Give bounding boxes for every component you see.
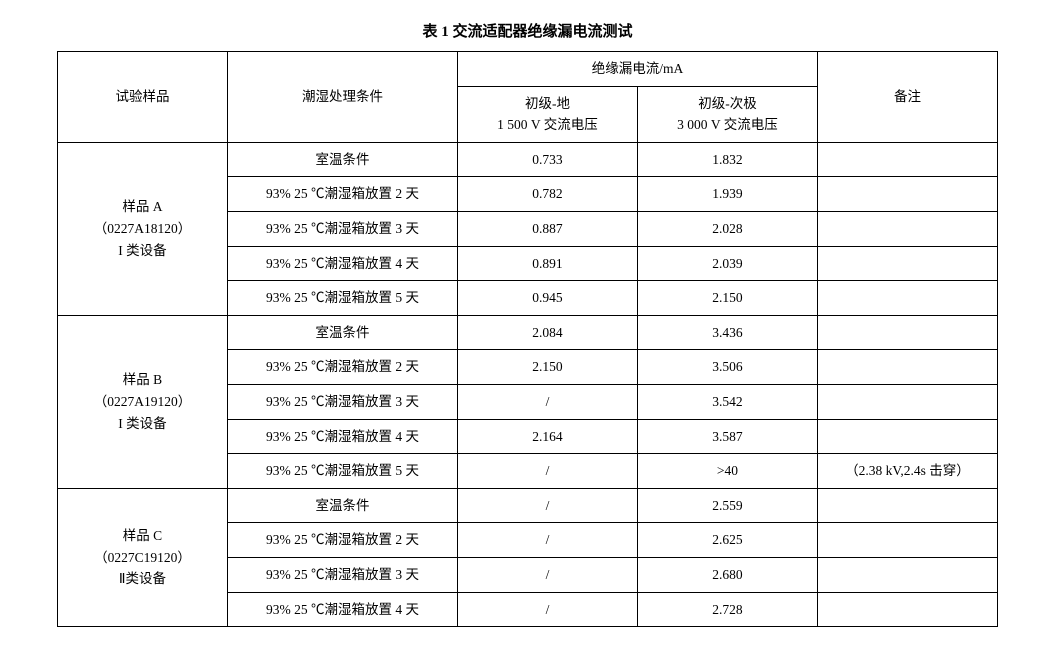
table-row: 样品 C （0227C19120） Ⅱ类设备 室温条件 / 2.559 [57, 488, 997, 523]
condition-cell: 93% 25 ℃潮湿箱放置 5 天 [227, 454, 457, 489]
condition-cell: 93% 25 ℃潮湿箱放置 5 天 [227, 281, 457, 316]
condition-cell: 室温条件 [227, 142, 457, 177]
value-cell: 2.028 [637, 211, 817, 246]
note-cell [818, 523, 998, 558]
table-body: 样品 A （0227A18120） I 类设备 室温条件 0.733 1.832… [57, 142, 997, 626]
table-title: 表 1 交流适配器绝缘漏电流测试 [50, 20, 1005, 41]
sample-cell: 样品 A （0227A18120） I 类设备 [57, 142, 227, 315]
note-cell [818, 350, 998, 385]
value-cell: 2.084 [457, 315, 637, 350]
value-cell: / [457, 523, 637, 558]
condition-cell: 93% 25 ℃潮湿箱放置 2 天 [227, 523, 457, 558]
condition-cell: 93% 25 ℃潮湿箱放置 2 天 [227, 350, 457, 385]
table-row: 样品 A （0227A18120） I 类设备 室温条件 0.733 1.832 [57, 142, 997, 177]
condition-cell: 93% 25 ℃潮湿箱放置 3 天 [227, 211, 457, 246]
condition-cell: 93% 25 ℃潮湿箱放置 4 天 [227, 592, 457, 627]
condition-cell: 93% 25 ℃潮湿箱放置 4 天 [227, 246, 457, 281]
condition-cell: 室温条件 [227, 488, 457, 523]
sample-code: （0227A19120） [94, 394, 192, 409]
value-cell: 0.891 [457, 246, 637, 281]
note-cell [818, 281, 998, 316]
value-cell: / [457, 384, 637, 419]
value-cell: 2.039 [637, 246, 817, 281]
value-cell: / [457, 488, 637, 523]
value-cell: 1.832 [637, 142, 817, 177]
header-primary-gnd: 初级-地 1 500 V 交流电压 [457, 86, 637, 142]
value-cell: / [457, 592, 637, 627]
value-cell: / [457, 557, 637, 592]
header-primary-sec-line2: 3 000 V 交流电压 [677, 117, 778, 132]
value-cell: 1.939 [637, 177, 817, 212]
sample-code: （0227C19120） [94, 550, 191, 565]
header-primary-sec-line1: 初级-次极 [698, 96, 757, 111]
value-cell: 0.887 [457, 211, 637, 246]
value-cell: 2.150 [457, 350, 637, 385]
sample-name: 样品 B [123, 372, 162, 387]
header-primary-gnd-line1: 初级-地 [525, 96, 570, 111]
value-cell: 3.542 [637, 384, 817, 419]
leakage-table: 试验样品 潮湿处理条件 绝缘漏电流/mA 备注 初级-地 1 500 V 交流电… [57, 51, 998, 627]
value-cell: 0.782 [457, 177, 637, 212]
note-cell [818, 315, 998, 350]
value-cell: 2.164 [457, 419, 637, 454]
value-cell: / [457, 454, 637, 489]
condition-cell: 93% 25 ℃潮湿箱放置 3 天 [227, 557, 457, 592]
value-cell: >40 [637, 454, 817, 489]
note-cell [818, 384, 998, 419]
value-cell: 3.587 [637, 419, 817, 454]
value-cell: 0.733 [457, 142, 637, 177]
note-cell [818, 557, 998, 592]
sample-code: （0227A18120） [94, 221, 192, 236]
note-cell [818, 211, 998, 246]
sample-cell: 样品 C （0227C19120） Ⅱ类设备 [57, 488, 227, 626]
header-sample: 试验样品 [57, 52, 227, 143]
note-cell [818, 246, 998, 281]
header-leak-group: 绝缘漏电流/mA [457, 52, 817, 87]
sample-class: I 类设备 [118, 243, 166, 258]
value-cell: 2.728 [637, 592, 817, 627]
condition-cell: 93% 25 ℃潮湿箱放置 2 天 [227, 177, 457, 212]
value-cell: 2.150 [637, 281, 817, 316]
note-cell: （2.38 kV,2.4s 击穿） [818, 454, 998, 489]
note-cell [818, 488, 998, 523]
condition-cell: 93% 25 ℃潮湿箱放置 3 天 [227, 384, 457, 419]
sample-class: I 类设备 [118, 416, 166, 431]
value-cell: 3.436 [637, 315, 817, 350]
note-cell [818, 419, 998, 454]
sample-class: Ⅱ类设备 [119, 571, 166, 586]
value-cell: 3.506 [637, 350, 817, 385]
header-primary-gnd-line2: 1 500 V 交流电压 [497, 117, 598, 132]
sample-name: 样品 A [122, 199, 162, 214]
table-header-row: 试验样品 潮湿处理条件 绝缘漏电流/mA 备注 [57, 52, 997, 87]
condition-cell: 室温条件 [227, 315, 457, 350]
note-cell [818, 177, 998, 212]
sample-name: 样品 C [123, 528, 162, 543]
header-condition: 潮湿处理条件 [227, 52, 457, 143]
sample-cell: 样品 B （0227A19120） I 类设备 [57, 315, 227, 488]
value-cell: 2.680 [637, 557, 817, 592]
condition-cell: 93% 25 ℃潮湿箱放置 4 天 [227, 419, 457, 454]
value-cell: 2.559 [637, 488, 817, 523]
table-row: 样品 B （0227A19120） I 类设备 室温条件 2.084 3.436 [57, 315, 997, 350]
header-note: 备注 [818, 52, 998, 143]
note-cell [818, 142, 998, 177]
value-cell: 2.625 [637, 523, 817, 558]
header-primary-sec: 初级-次极 3 000 V 交流电压 [637, 86, 817, 142]
note-cell [818, 592, 998, 627]
value-cell: 0.945 [457, 281, 637, 316]
